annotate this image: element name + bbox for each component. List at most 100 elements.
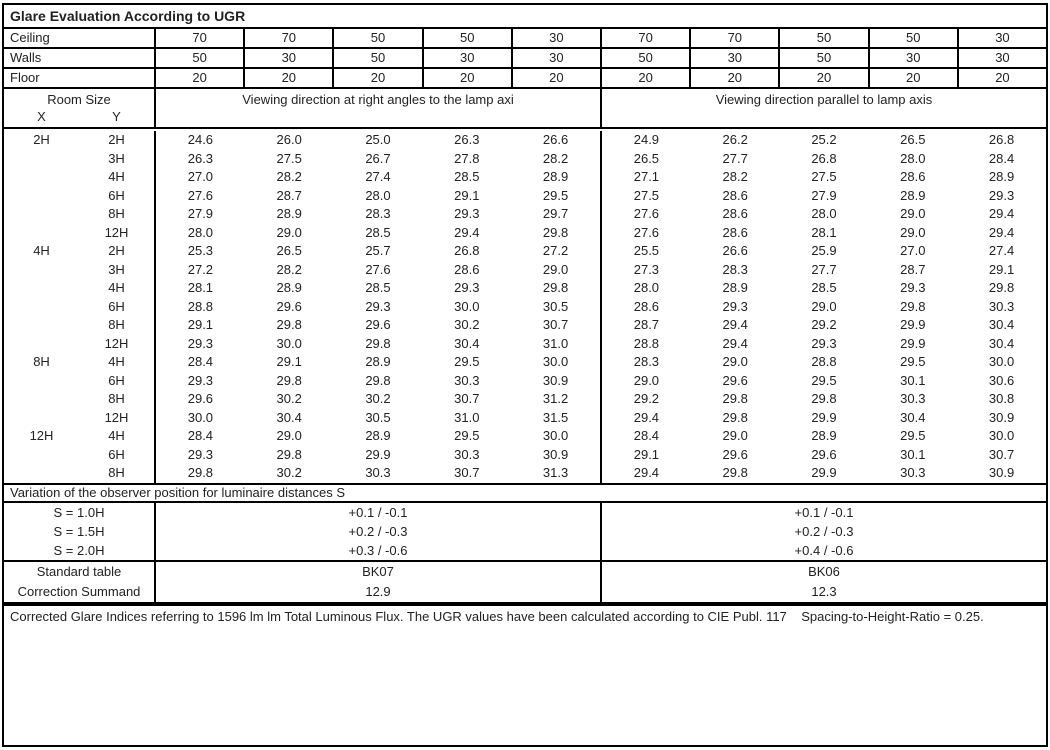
ugr-value-cell: 29.4 [722, 335, 748, 351]
ugr-value-cell: 30.3 [454, 446, 480, 462]
ugr-value-cell: 28.2 [276, 261, 302, 277]
observer-distance-label: S = 2.0H [4, 540, 156, 560]
ugr-value-cell: 30.7 [988, 446, 1015, 462]
ugr-value-cell: 29.8 [722, 391, 748, 406]
ugr-value-cell: 30.2 [276, 391, 302, 406]
surface-value-cell: 50 [600, 49, 689, 67]
ugr-value-cell: 29.8 [276, 317, 302, 332]
ugr-value-cell: 30.0 [276, 335, 302, 351]
values-right-half: 28.7 29.4 29.2 29.9 30.4 [602, 316, 1046, 335]
values-right-half: 27.6 28.6 28.0 29.0 29.4 [602, 205, 1046, 224]
values-left-half: 29.8 30.2 30.3 30.7 31.3 [156, 464, 602, 483]
ugr-value-cell: 29.5 [454, 428, 480, 443]
room-y-value: 6H [108, 372, 125, 388]
values-left-half: 28.0 29.0 28.5 29.4 29.8 [156, 223, 602, 242]
room-size-cell: 3H [4, 149, 156, 169]
table-row: 8H 27.9 28.9 28.3 29.3 29.7 27.6 28.6 28.0 29.0 29… [4, 205, 1046, 224]
ugr-value-cell: 29.8 [542, 280, 569, 295]
table-row: 4H 28.1 28.9 28.5 29.3 29.8 28.0 28.9 28.5 29.3 29… [4, 279, 1046, 298]
ugr-value-cell: 27.6 [187, 187, 214, 203]
values-right-half: 25.5 26.6 25.9 27.0 27.4 [602, 242, 1046, 261]
table-row: 2H 2H 24.6 26.0 25.0 26.3 26.6 24.9 26.2 25.2 26.5… [4, 131, 1046, 150]
room-x-value [4, 409, 79, 428]
table-row: 4H 27.0 28.2 27.4 28.5 28.9 27.1 28.2 27.5 28.6 28… [4, 168, 1046, 187]
room-y-value: 6H [108, 187, 125, 203]
surface-value-cell: 20 [421, 69, 511, 87]
ugr-value-cell: 29.4 [988, 224, 1015, 240]
ugr-value-cell: 30.0 [542, 428, 569, 443]
ugr-value-cell: 29.1 [454, 187, 480, 203]
surface-value-cell: 20 [778, 69, 867, 87]
ugr-value-cell: 30.5 [542, 298, 569, 314]
ugr-value-cell: 28.4 [633, 428, 660, 443]
room-y-value: 4H [108, 280, 125, 295]
surface-value-cell: 70 [154, 29, 243, 47]
ugr-value-cell: 26.8 [454, 243, 480, 258]
ugr-values-area: 2H 2H 24.6 26.0 25.0 26.3 26.6 24.9 26.2 25.2 26.5… [4, 129, 1046, 483]
surface-value-cell: 30 [689, 49, 778, 67]
room-size-cell: 12H [4, 408, 156, 428]
room-y-value: 12H [104, 409, 129, 425]
room-x-value [4, 150, 79, 169]
surface-value-cell: 50 [778, 29, 867, 47]
values-left-half: 29.6 30.2 30.2 30.7 31.2 [156, 390, 602, 409]
ugr-value-cell: 29.0 [811, 298, 837, 314]
ugr-value-cell: 26.6 [722, 243, 748, 258]
ugr-value-cell: 29.3 [722, 298, 748, 314]
ugr-value-cell: 29.6 [811, 446, 837, 462]
surface-value-cell: 20 [600, 69, 689, 87]
room-y-value: 8H [108, 317, 125, 332]
room-size-cell: 12H 4H [4, 427, 156, 446]
ugr-value-cell: 28.3 [722, 261, 748, 277]
table-row: 8H 29.8 30.2 30.3 30.7 31.3 29.4 29.8 29.9 30.3 30… [4, 464, 1046, 483]
room-x-value [4, 372, 79, 391]
viewing-direction-left-header: Viewing direction at right angles to the… [154, 89, 600, 127]
ugr-value-cell: 28.8 [633, 335, 660, 351]
ugr-value-cell: 29.4 [633, 409, 660, 425]
ugr-value-cell: 28.5 [365, 280, 391, 295]
ugr-value-cell: 30.0 [187, 409, 214, 425]
values-left-half: 26.3 27.5 26.7 27.8 28.2 [156, 149, 602, 168]
ugr-value-cell: 29.9 [811, 465, 837, 480]
values-left-half: 29.3 29.8 29.9 30.3 30.9 [156, 445, 602, 464]
ugr-value-cell: 28.9 [542, 169, 569, 184]
ugr-value-cell: 29.5 [454, 354, 480, 369]
ugr-value-cell: 29.8 [900, 298, 926, 314]
ugr-value-cell: 28.5 [454, 169, 480, 184]
ugr-value-cell: 26.3 [187, 150, 214, 166]
ugr-value-cell: 30.3 [988, 298, 1015, 314]
surface-value-cell: 20 [956, 69, 1046, 87]
summary-left-value: BK07 [156, 561, 602, 582]
room-x-value [4, 390, 79, 409]
ugr-value-cell: 27.5 [633, 187, 660, 203]
room-x-value [4, 335, 79, 354]
ugr-value-cell: 28.6 [900, 169, 926, 184]
values-left-half: 25.3 26.5 25.7 26.8 27.2 [156, 242, 602, 261]
observer-distance-row: S = 1.5H +0.2 / -0.3 +0.2 / -0.3 [4, 521, 1046, 541]
ugr-value-cell: 27.5 [276, 150, 302, 166]
ugr-value-cell: 28.2 [542, 150, 569, 166]
surface-value-cell: 30 [510, 49, 600, 67]
ugr-value-cell: 28.4 [988, 150, 1015, 166]
values-left-half: 29.3 30.0 29.8 30.4 31.0 [156, 334, 602, 353]
surface-value-cell: 30 [956, 49, 1046, 67]
ugr-value-cell: 27.6 [633, 206, 660, 221]
x-axis-label: X [37, 109, 46, 124]
ugr-value-cell: 26.5 [900, 132, 926, 147]
ugr-value-cell: 30.3 [900, 465, 926, 480]
ugr-value-cell: 26.6 [542, 132, 569, 147]
ugr-value-cell: 27.6 [365, 261, 391, 277]
ugr-value-cell: 29.3 [454, 206, 480, 221]
ugr-value-cell: 27.0 [900, 243, 926, 258]
ugr-value-cell: 29.4 [988, 206, 1015, 221]
ugr-value-cell: 29.4 [454, 224, 480, 240]
ugr-value-cell: 28.9 [276, 280, 302, 295]
ugr-value-cell: 28.4 [187, 354, 214, 369]
ugr-value-cell: 30.7 [454, 465, 480, 480]
surface-value-cell: 20 [867, 69, 957, 87]
ugr-value-cell: 28.0 [187, 224, 214, 240]
ugr-value-cell: 29.8 [722, 409, 748, 425]
ugr-value-cell: 30.4 [988, 317, 1015, 332]
table-header-row: Room Size X Y Viewing direction at right… [4, 89, 1046, 129]
observer-distance-label: S = 1.5H [4, 521, 156, 541]
